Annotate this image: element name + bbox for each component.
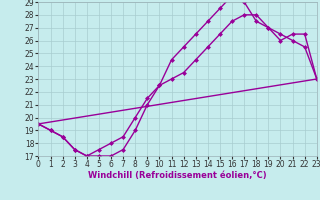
X-axis label: Windchill (Refroidissement éolien,°C): Windchill (Refroidissement éolien,°C)	[88, 171, 267, 180]
